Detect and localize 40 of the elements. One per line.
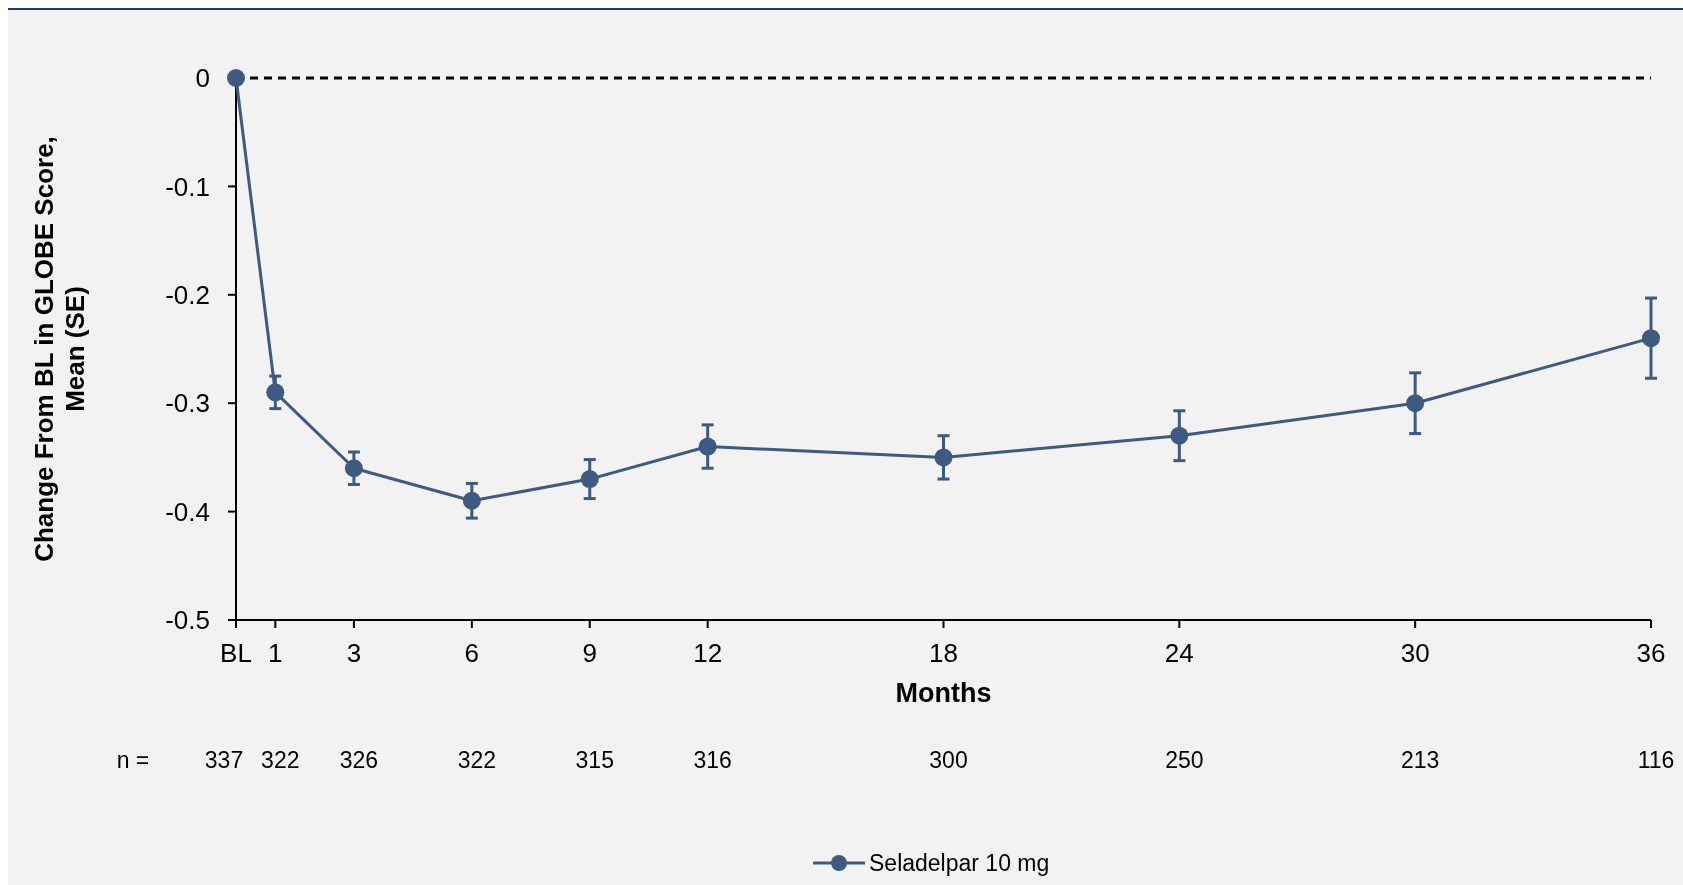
x-tick-label: 36 [1636, 638, 1666, 668]
text: 322 [457, 747, 497, 773]
x-tick-label: 24 [1164, 638, 1194, 668]
x-tick-label: BL [220, 638, 252, 668]
point [580, 470, 599, 489]
point [698, 437, 717, 456]
text: 250 [1165, 747, 1204, 773]
y-tick-label: -0.3 [165, 388, 210, 419]
text: 315 [575, 747, 614, 773]
point [227, 69, 245, 87]
y-tick-label: 0 [195, 63, 210, 94]
x-tick-label: 6 [464, 638, 480, 668]
text: 300 [929, 747, 968, 773]
x-axis-title: Months [895, 678, 992, 708]
x-tick-label: 30 [1400, 638, 1430, 668]
text: 337 [204, 747, 244, 773]
point [1170, 426, 1189, 445]
x-tick-label: 3 [346, 638, 362, 668]
y-tick-label: -0.2 [165, 279, 210, 310]
x-tick-label: 12 [693, 638, 723, 668]
legend-label: Seladelpar 10 mg [869, 850, 1050, 877]
point [462, 491, 481, 510]
text: 322 [261, 747, 300, 773]
y-tick-label: -0.1 [165, 171, 210, 202]
y-axis-title: Change From BL in GLOBE Score, Mean (SE) [29, 136, 90, 562]
x-tick-label: 9 [582, 638, 597, 668]
x-tick-label: 1 [268, 638, 283, 668]
y-tick-label: -0.5 [165, 605, 210, 636]
y-tick-label: -0.4 [165, 496, 210, 527]
point [344, 459, 363, 478]
x-tick-label: 18 [929, 638, 958, 668]
text: 316 [693, 747, 732, 773]
text: 326 [339, 747, 379, 773]
point [266, 383, 285, 402]
text: n = [116, 747, 150, 773]
text: 116 [1637, 747, 1675, 773]
point [1406, 394, 1425, 413]
point [1642, 329, 1660, 348]
text: 213 [1400, 747, 1440, 773]
point [934, 448, 953, 467]
